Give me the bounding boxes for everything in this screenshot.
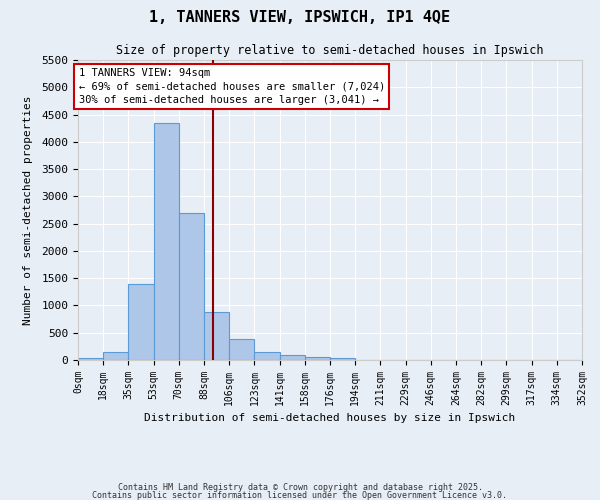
Bar: [229, 340, 254, 360]
Bar: [128, 284, 154, 360]
Bar: [154, 122, 179, 360]
Bar: [78, 358, 103, 360]
Title: Size of property relative to semi-detached houses in Ipswich: Size of property relative to semi-detach…: [116, 44, 544, 58]
Bar: [254, 352, 280, 360]
Text: 1, TANNERS VIEW, IPSWICH, IP1 4QE: 1, TANNERS VIEW, IPSWICH, IP1 4QE: [149, 10, 451, 25]
Bar: [305, 357, 330, 360]
Text: Contains public sector information licensed under the Open Government Licence v3: Contains public sector information licen…: [92, 490, 508, 500]
Text: Contains HM Land Registry data © Crown copyright and database right 2025.: Contains HM Land Registry data © Crown c…: [118, 483, 482, 492]
Y-axis label: Number of semi-detached properties: Number of semi-detached properties: [23, 95, 33, 325]
Bar: [330, 358, 355, 360]
Bar: [204, 312, 229, 360]
Text: 1 TANNERS VIEW: 94sqm
← 69% of semi-detached houses are smaller (7,024)
30% of s: 1 TANNERS VIEW: 94sqm ← 69% of semi-deta…: [79, 68, 385, 104]
Bar: [103, 352, 128, 360]
Bar: [179, 212, 204, 360]
Bar: [280, 354, 305, 360]
X-axis label: Distribution of semi-detached houses by size in Ipswich: Distribution of semi-detached houses by …: [145, 414, 515, 424]
